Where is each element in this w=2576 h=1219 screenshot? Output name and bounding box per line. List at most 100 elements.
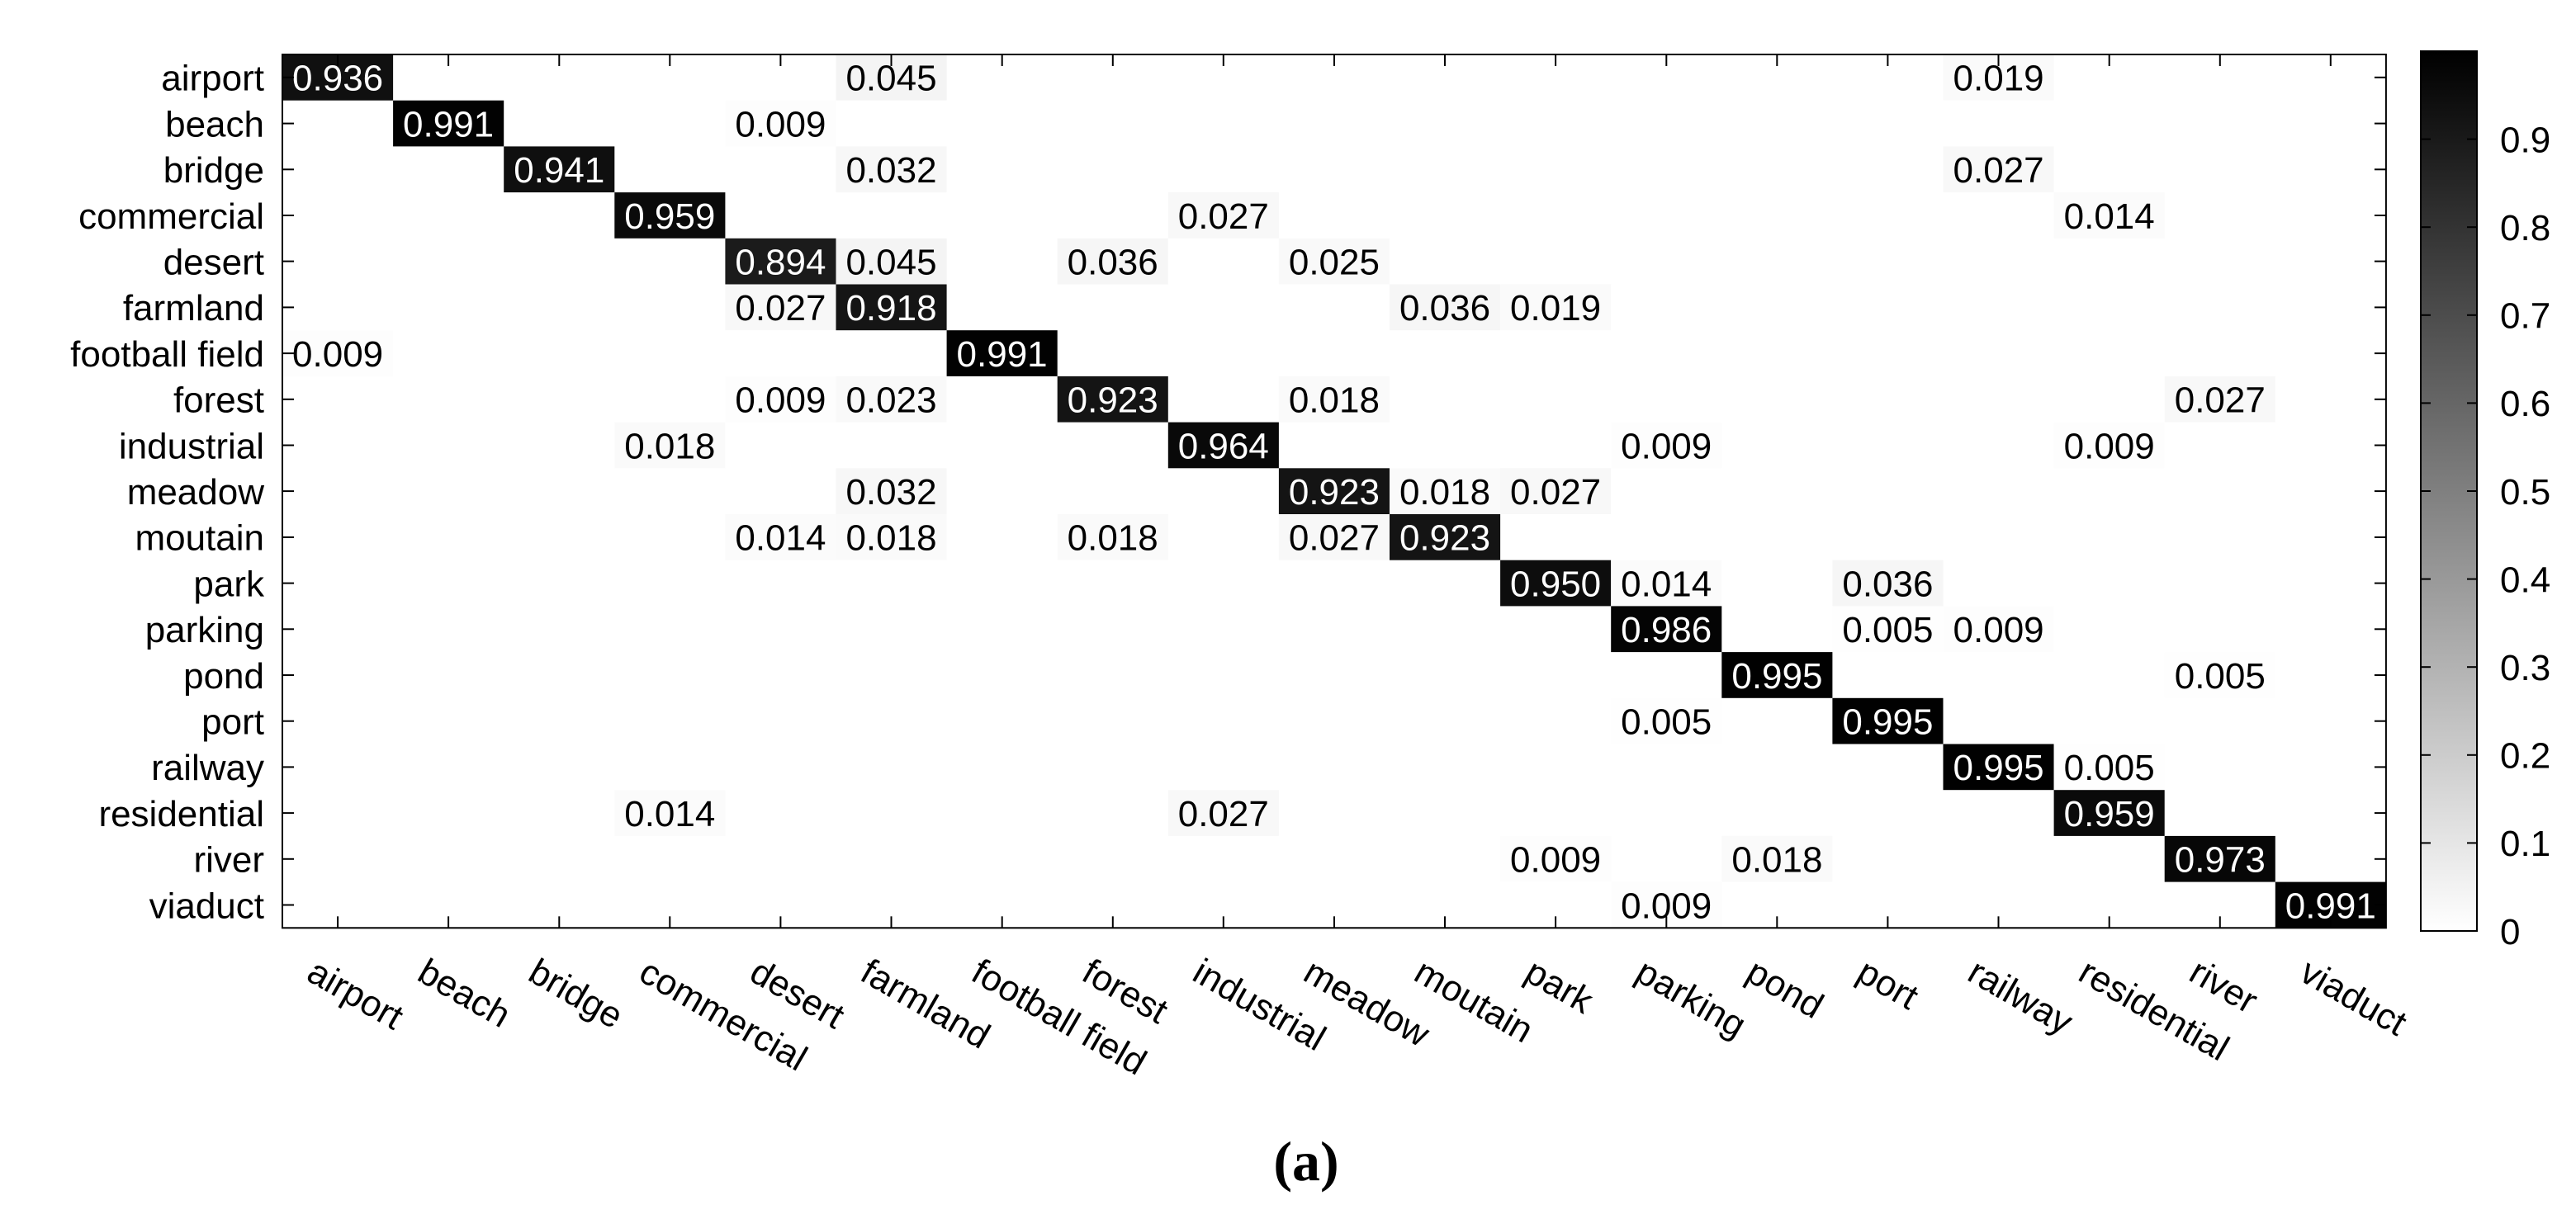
row-label: desert	[163, 243, 264, 283]
cell-value-label: 0.005	[1621, 702, 1712, 743]
cell-value-label: 0.005	[1842, 610, 1933, 650]
cell-value-label: 0.027	[735, 288, 826, 328]
cell-value-label: 0.023	[845, 380, 936, 421]
cell-value-label: 0.005	[2175, 656, 2266, 697]
heatmap-cell	[1943, 146, 2054, 193]
cell-value-label: 0.918	[845, 288, 936, 328]
cell-value-label: 0.018	[1399, 472, 1490, 513]
heatmap-cell	[1611, 697, 1722, 744]
heatmap-cell	[725, 284, 836, 331]
heatmap-cell	[1500, 835, 1612, 882]
cell-value-label: 0.014	[1621, 564, 1712, 604]
cell-value-label: 0.032	[845, 472, 936, 513]
heatmap-cell	[725, 100, 836, 147]
heatmap-cell	[614, 790, 726, 836]
row-label: pond	[183, 656, 264, 697]
heatmap-cell	[725, 238, 836, 285]
heatmap-cell	[1832, 697, 1944, 744]
column-label: moutain	[1408, 952, 1540, 1051]
cell-value-label: 0.036	[1842, 564, 1933, 604]
figure-caption: (a)	[1273, 1130, 1338, 1193]
heatmap-cell	[1721, 652, 1833, 698]
heatmap-cell	[1390, 468, 1501, 514]
heatmap-cell	[2053, 422, 2165, 469]
heatmap-cell	[2164, 652, 2275, 698]
cell-value-label: 0.018	[1731, 840, 1822, 881]
heatmap-cell	[614, 422, 726, 469]
row-label: parking	[145, 610, 264, 650]
heatmap-cell	[1390, 514, 1501, 560]
cell-value-label: 0.923	[1289, 472, 1380, 513]
cell-value-label: 0.018	[1068, 518, 1158, 559]
cell-value-label: 0.027	[2175, 380, 2266, 421]
row-label: farmland	[123, 288, 264, 328]
colorbar-tick-label: 0.4	[2500, 560, 2550, 600]
cell-value-label: 0.036	[1068, 243, 1158, 283]
cell-value-label: 0.027	[1178, 196, 1269, 237]
cell-value-label: 0.991	[957, 334, 1048, 375]
row-label: football field	[70, 334, 264, 375]
cell-value-label: 0.018	[845, 518, 936, 559]
row-label: river	[193, 840, 264, 881]
heatmap-cell	[282, 330, 394, 376]
cell-value-label: 0.009	[292, 334, 383, 375]
cell-value-label: 0.894	[735, 243, 826, 283]
colorbar-tick-label: 0.3	[2500, 648, 2550, 688]
heatmap-cell	[1167, 422, 1279, 469]
column-label: bridge	[522, 952, 629, 1037]
cell-value-label: 0.018	[624, 426, 715, 466]
row-labels: airport beach bridge commercial desert farmla…	[70, 59, 265, 927]
cell-value-label: 0.009	[1621, 426, 1712, 466]
heatmap-cell	[504, 146, 615, 193]
heatmap-cells	[282, 54, 2386, 928]
heatmap-cell	[1832, 560, 1944, 607]
cell-value-label: 0.986	[1621, 610, 1712, 650]
row-label: railway	[151, 748, 264, 788]
heatmap-cell	[393, 100, 504, 147]
cell-value-label: 0.027	[1953, 150, 2044, 191]
cell-value-label: 0.014	[2064, 196, 2155, 237]
cell-value-label: 0.009	[735, 380, 826, 421]
cell-value-label: 0.005	[2064, 748, 2155, 788]
colorbar-tick-label: 0.6	[2500, 384, 2550, 424]
row-label: bridge	[163, 150, 264, 191]
cell-value-label: 0.009	[735, 104, 826, 144]
heatmap-cell	[836, 238, 947, 285]
heatmap-cell	[1611, 422, 1722, 469]
cell-value-label: 0.973	[2175, 840, 2266, 881]
cell-value-label: 0.014	[624, 794, 715, 834]
cell-value-label: 0.027	[1289, 518, 1380, 559]
heatmap-cell	[836, 514, 947, 560]
colorbar-tick-label: 0.8	[2500, 208, 2550, 248]
heatmap-cell	[1057, 514, 1168, 560]
colorbar-tick-label: 0.1	[2500, 824, 2550, 864]
column-label: beach	[411, 952, 517, 1036]
heatmap-cell	[2164, 835, 2275, 882]
cell-value-label: 0.995	[1842, 702, 1933, 743]
row-label: forest	[173, 380, 264, 421]
heatmap-cell	[2053, 744, 2165, 791]
cell-value-label: 0.941	[514, 150, 604, 191]
cell-value-label: 0.923	[1399, 518, 1490, 559]
heatmap-cell	[1390, 284, 1501, 331]
heatmap-cell	[1278, 376, 1390, 423]
colorbar-tick-label: 0.5	[2500, 472, 2550, 513]
row-label: beach	[165, 104, 264, 144]
colorbar-ticks: 0 0.1 0.2 0.3 0.4 0.5 0.6 0.7 0.8 0.9	[2421, 120, 2550, 952]
colorbar-tick-label: 0.7	[2500, 296, 2550, 337]
heatmap-cell	[2053, 192, 2165, 239]
cell-value-label: 0.009	[1510, 840, 1601, 881]
cell-value-label: 0.991	[403, 104, 494, 144]
heatmap-cell	[1943, 606, 2054, 653]
heatmap-cell	[1500, 560, 1612, 607]
cell-value-label: 0.009	[2064, 426, 2155, 466]
cell-value-label: 0.019	[1510, 288, 1601, 328]
heatmap-cell	[836, 146, 947, 193]
row-label: residential	[98, 794, 264, 834]
heatmap-cell	[1611, 606, 1722, 653]
column-label: port	[1850, 952, 1925, 1018]
cell-value-label: 0.045	[845, 243, 936, 283]
